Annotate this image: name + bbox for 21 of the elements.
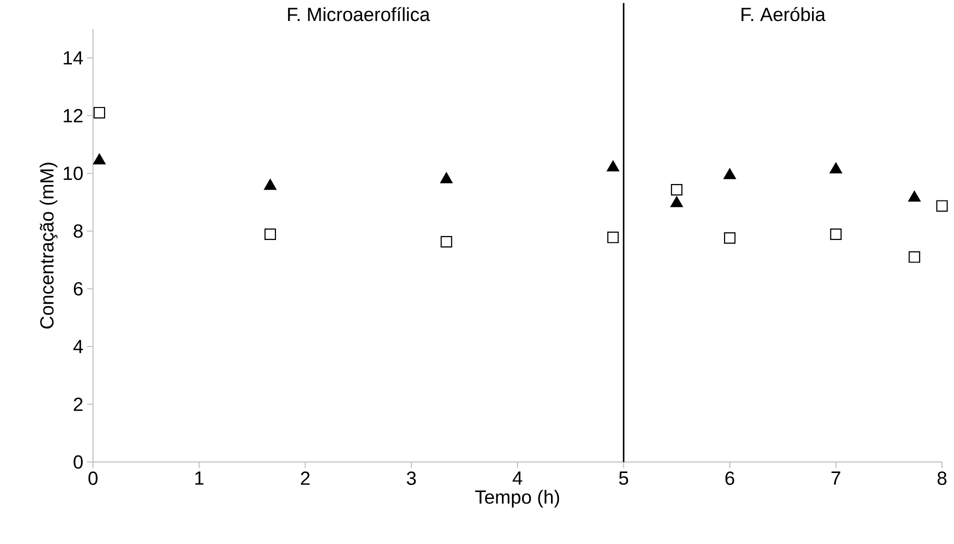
x-axis-title: Tempo (h) bbox=[475, 490, 560, 508]
y-tick-label: 0 bbox=[74, 455, 83, 469]
x-tick-label: 0 bbox=[88, 472, 98, 485]
x-tick-label: 1 bbox=[195, 472, 204, 485]
text: F. Microaerofílica bbox=[288, 7, 430, 22]
y-tick-label: 14 bbox=[64, 51, 83, 64]
y-tick-label: 2 bbox=[74, 398, 83, 411]
x-tick-label: 7 bbox=[832, 472, 840, 485]
y-tick-label: 10 bbox=[64, 166, 83, 180]
y-axis-title: Concentração (mM) bbox=[40, 162, 58, 328]
text: F. Aeróbia bbox=[742, 7, 826, 22]
x-tick-label: 2 bbox=[300, 472, 310, 485]
x-tick-label: 6 bbox=[725, 472, 734, 485]
x-tick-label: 3 bbox=[406, 472, 416, 485]
x-tick-label: 4 bbox=[512, 472, 522, 485]
x-tick-label: 8 bbox=[938, 472, 946, 485]
y-tick-label: 4 bbox=[73, 340, 83, 354]
y-tick-label: 12 bbox=[64, 108, 83, 122]
x-tick-label: 5 bbox=[619, 472, 628, 485]
y-tick-label: 6 bbox=[74, 282, 83, 296]
y-tick-label: 8 bbox=[74, 224, 83, 238]
